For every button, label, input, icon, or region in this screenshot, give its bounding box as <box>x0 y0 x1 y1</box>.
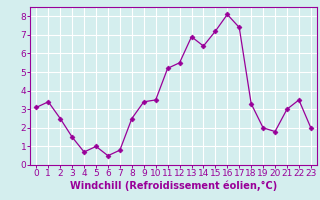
X-axis label: Windchill (Refroidissement éolien,°C): Windchill (Refroidissement éolien,°C) <box>70 181 277 191</box>
